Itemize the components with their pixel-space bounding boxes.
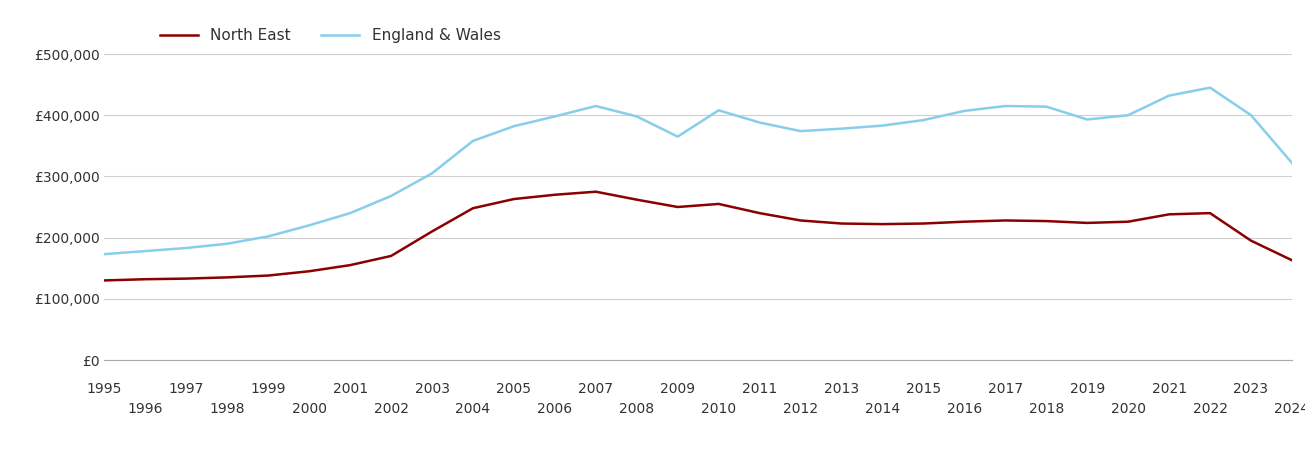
England & Wales — [1120, 112, 1135, 118]
North East — [137, 276, 153, 282]
Line: North East: North East — [104, 192, 1292, 280]
North East — [1120, 219, 1135, 225]
Text: 2008: 2008 — [619, 402, 654, 416]
North East — [1161, 212, 1177, 217]
North East — [629, 197, 645, 202]
North East — [1202, 211, 1218, 216]
England & Wales — [629, 114, 645, 119]
Text: 2017: 2017 — [988, 382, 1023, 396]
Text: 1999: 1999 — [251, 382, 286, 396]
Text: 2018: 2018 — [1028, 402, 1064, 416]
Text: 2003: 2003 — [415, 382, 449, 396]
England & Wales — [997, 104, 1013, 109]
England & Wales — [752, 120, 767, 125]
North East — [506, 196, 522, 202]
North East — [465, 206, 480, 211]
Text: 2005: 2005 — [496, 382, 531, 396]
North East — [219, 274, 235, 280]
England & Wales — [711, 108, 727, 113]
Text: 2011: 2011 — [743, 382, 778, 396]
North East — [711, 201, 727, 207]
England & Wales — [506, 123, 522, 129]
England & Wales — [957, 108, 972, 113]
England & Wales — [547, 114, 562, 119]
Text: 2023: 2023 — [1233, 382, 1268, 396]
North East — [752, 211, 767, 216]
Text: 2002: 2002 — [373, 402, 408, 416]
Text: 2016: 2016 — [946, 402, 981, 416]
England & Wales — [219, 241, 235, 247]
England & Wales — [1161, 93, 1177, 98]
England & Wales — [1244, 112, 1259, 118]
Text: 2000: 2000 — [291, 402, 326, 416]
North East — [547, 192, 562, 198]
Text: 2014: 2014 — [865, 402, 900, 416]
Text: 1998: 1998 — [210, 402, 245, 416]
England & Wales — [834, 126, 850, 131]
England & Wales — [1202, 85, 1218, 90]
England & Wales — [669, 134, 685, 140]
England & Wales — [384, 194, 399, 199]
North East — [916, 221, 932, 226]
Text: 2019: 2019 — [1070, 382, 1105, 396]
Text: 2010: 2010 — [701, 402, 736, 416]
England & Wales — [301, 223, 317, 228]
England & Wales — [179, 245, 194, 251]
North East — [997, 218, 1013, 223]
Text: 2020: 2020 — [1111, 402, 1146, 416]
North East — [342, 262, 358, 268]
North East — [669, 204, 685, 210]
North East — [834, 221, 850, 226]
England & Wales — [792, 128, 808, 134]
North East — [957, 219, 972, 225]
England & Wales — [137, 248, 153, 254]
North East — [792, 218, 808, 223]
Text: 2007: 2007 — [578, 382, 613, 396]
England & Wales — [1079, 117, 1095, 122]
North East — [97, 278, 112, 283]
Text: 2022: 2022 — [1193, 402, 1228, 416]
England & Wales — [916, 117, 932, 123]
North East — [1244, 238, 1259, 243]
North East — [1079, 220, 1095, 225]
Text: 2004: 2004 — [455, 402, 491, 416]
Text: 2001: 2001 — [333, 382, 368, 396]
England & Wales — [97, 252, 112, 257]
North East — [424, 229, 440, 234]
Text: 2006: 2006 — [538, 402, 573, 416]
Text: 2015: 2015 — [906, 382, 941, 396]
North East — [261, 273, 277, 278]
Text: 2009: 2009 — [660, 382, 696, 396]
North East — [589, 189, 604, 194]
England & Wales — [1039, 104, 1054, 109]
England & Wales — [874, 123, 890, 128]
England & Wales — [465, 138, 480, 144]
Text: 1995: 1995 — [86, 382, 123, 396]
England & Wales — [589, 104, 604, 109]
Text: 2013: 2013 — [823, 382, 859, 396]
England & Wales — [1284, 160, 1300, 166]
North East — [874, 221, 890, 227]
Text: 1996: 1996 — [128, 402, 163, 416]
England & Wales — [261, 234, 277, 239]
Text: 2021: 2021 — [1151, 382, 1186, 396]
North East — [301, 269, 317, 274]
England & Wales — [424, 171, 440, 176]
England & Wales — [342, 211, 358, 216]
North East — [1284, 257, 1300, 263]
North East — [179, 276, 194, 281]
Legend: North East, England & Wales: North East, England & Wales — [159, 28, 501, 43]
Line: England & Wales: England & Wales — [104, 88, 1292, 254]
Text: 2012: 2012 — [783, 402, 818, 416]
North East — [1039, 218, 1054, 224]
Text: 2024: 2024 — [1275, 402, 1305, 416]
Text: 1997: 1997 — [168, 382, 204, 396]
North East — [384, 253, 399, 259]
